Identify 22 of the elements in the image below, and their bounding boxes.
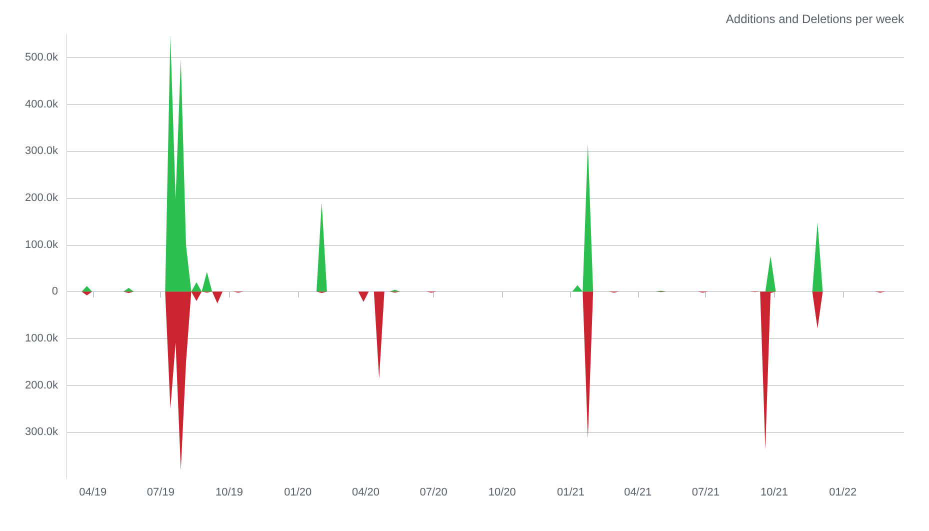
x-tick-label: 07/20 xyxy=(420,486,448,498)
x-tick-label: 01/20 xyxy=(284,486,312,498)
y-tick-label: 300.0k xyxy=(24,145,58,158)
x-tick-label: 10/21 xyxy=(760,486,788,498)
y-tick-label: 100.0k xyxy=(24,332,58,344)
x-tick-label: 04/20 xyxy=(352,486,380,498)
y-tick-label: 0 xyxy=(52,286,58,298)
x-tick-label: 01/21 xyxy=(556,486,585,498)
x-tick-label: 07/21 xyxy=(692,486,720,498)
x-tick-label: 10/19 xyxy=(216,486,244,498)
x-tick-label: 01/22 xyxy=(829,486,857,498)
x-tick-label: 07/19 xyxy=(146,486,174,498)
y-tick-label: 200.0k xyxy=(24,379,58,392)
x-tick-label: 04/19 xyxy=(79,486,107,498)
x-tick-label: 10/20 xyxy=(488,486,516,498)
y-tick-label: 300.0k xyxy=(24,426,58,438)
y-tick-label: 500.0k xyxy=(24,51,58,64)
y-tick-label: 400.0k xyxy=(24,98,58,110)
y-tick-label: 100.0k xyxy=(24,238,58,251)
y-tick-label: 200.0k xyxy=(24,192,58,204)
chart-title: Additions and Deletions per week xyxy=(726,12,904,26)
x-tick-label: 04/21 xyxy=(624,486,652,498)
